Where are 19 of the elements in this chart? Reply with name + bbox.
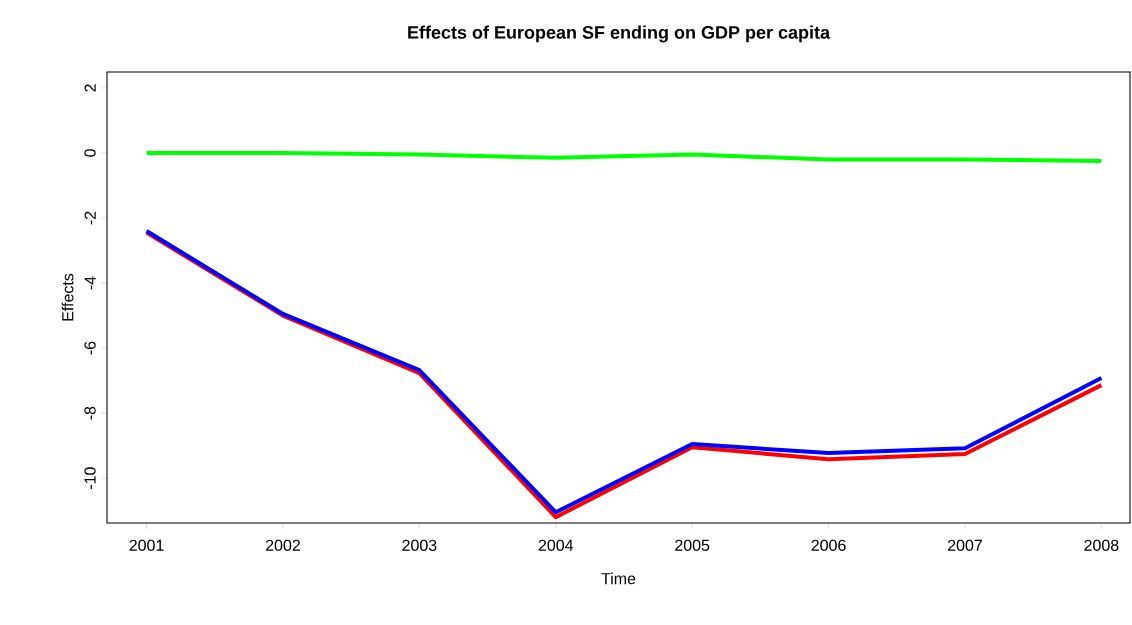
x-axis-title: Time	[601, 572, 636, 585]
x-tick-label: 2003	[402, 539, 437, 551]
x-tick-label: 2007	[947, 539, 982, 551]
chart-title: Effects of European SF ending on GDP per capita	[408, 25, 831, 43]
x-tick-label: 2002	[265, 539, 300, 551]
y-tick-label: -2	[84, 211, 96, 225]
y-tick-label: -4	[84, 276, 96, 290]
line-series	[144, 150, 1104, 164]
y-tick-label: -6	[84, 341, 96, 355]
y-tick-label: 2	[84, 84, 96, 92]
x-tick-label: 2006	[811, 539, 846, 551]
x-tick-label: 2001	[129, 539, 164, 551]
y-axis-title: Effects	[61, 273, 74, 321]
x-tick-label: 2008	[1084, 539, 1119, 551]
y-tick-label: -8	[84, 406, 96, 420]
x-tick-label: 2004	[538, 539, 574, 551]
x-tick-label: 2005	[675, 539, 710, 551]
y-tick-label: 0	[84, 149, 96, 157]
y-tick-label: -10	[84, 467, 96, 489]
